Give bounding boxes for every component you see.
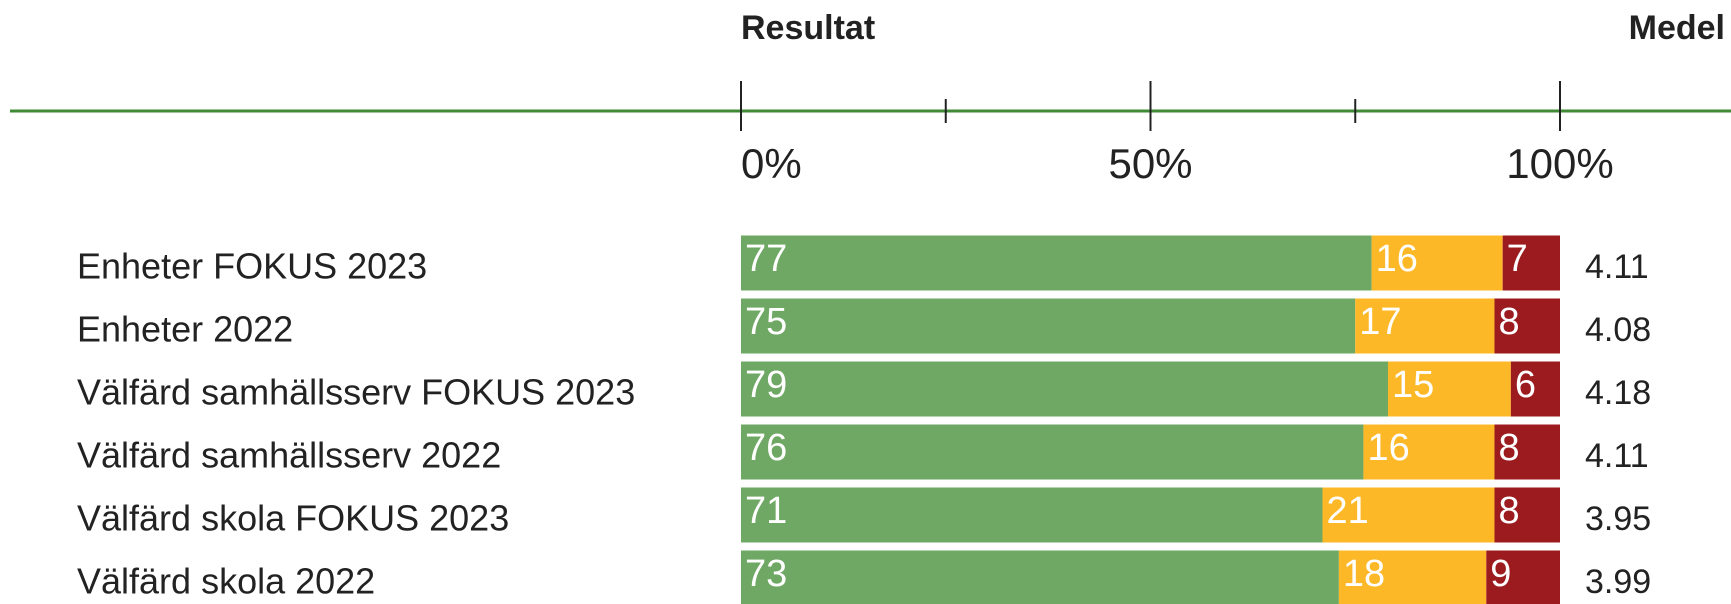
bar-value-label: 8 — [1498, 427, 1519, 469]
means-title: Medel — [1629, 9, 1725, 47]
mean-value: 3.99 — [1585, 563, 1651, 601]
bar-value-label: 8 — [1498, 490, 1519, 532]
bar-value-label: 8 — [1498, 301, 1519, 343]
mean-value: 4.08 — [1585, 311, 1651, 349]
bar-segment — [741, 361, 1389, 417]
bar-value-label: 17 — [1359, 301, 1401, 343]
category-label: Enheter 2022 — [77, 309, 293, 350]
mean-value: 3.95 — [1585, 500, 1651, 538]
bar-segment — [1494, 424, 1560, 480]
category-label: Enheter FOKUS 2023 — [77, 246, 427, 287]
bar-value-label: 71 — [745, 490, 787, 532]
category-label: Välfärd skola FOKUS 2023 — [77, 498, 509, 539]
bar-segment — [1355, 298, 1495, 354]
bar-value-label: 16 — [1376, 238, 1418, 280]
bar-segment — [741, 487, 1323, 543]
bar-segment — [1502, 235, 1560, 291]
bar-value-label: 77 — [745, 238, 787, 280]
mean-value: 4.18 — [1585, 374, 1651, 412]
mean-value: 4.11 — [1585, 248, 1649, 286]
bar-segment — [1510, 361, 1560, 417]
bar-segment — [1494, 298, 1560, 354]
bar-value-label: 73 — [745, 553, 787, 595]
bar-value-label: 79 — [745, 364, 787, 406]
category-label: Välfärd samhällsserv 2022 — [77, 435, 501, 476]
bar-segment — [1363, 424, 1495, 480]
bar-value-label: 7 — [1507, 238, 1528, 280]
bar-segment — [741, 235, 1372, 291]
bar-segment — [1338, 550, 1487, 604]
x-tick-label: 50% — [1108, 140, 1192, 187]
x-tick-label: 0% — [741, 140, 802, 187]
bar-segment — [1371, 235, 1503, 291]
bar-segment — [741, 550, 1339, 604]
bar-segment — [1322, 487, 1495, 543]
bar-segment — [741, 298, 1356, 354]
category-label: Välfärd skola 2022 — [77, 561, 375, 602]
mean-value: 4.11 — [1585, 437, 1649, 475]
bar-value-label: 76 — [745, 427, 787, 469]
bar-value-label: 18 — [1343, 553, 1385, 595]
x-tick-label: 100% — [1506, 140, 1613, 187]
category-label: Välfärd samhällsserv FOKUS 2023 — [77, 372, 635, 413]
chart-title: Resultat — [741, 9, 875, 47]
bar-value-label: 6 — [1515, 364, 1536, 406]
bar-value-label: 75 — [745, 301, 787, 343]
bar-segment — [741, 424, 1364, 480]
bar-value-label: 16 — [1367, 427, 1409, 469]
bar-segment — [1388, 361, 1511, 417]
bar-value-label: 21 — [1326, 490, 1368, 532]
bar-segment — [1494, 487, 1560, 543]
bar-value-label: 15 — [1392, 364, 1434, 406]
bar-value-label: 9 — [1490, 553, 1511, 595]
bar-segment — [1486, 550, 1560, 604]
